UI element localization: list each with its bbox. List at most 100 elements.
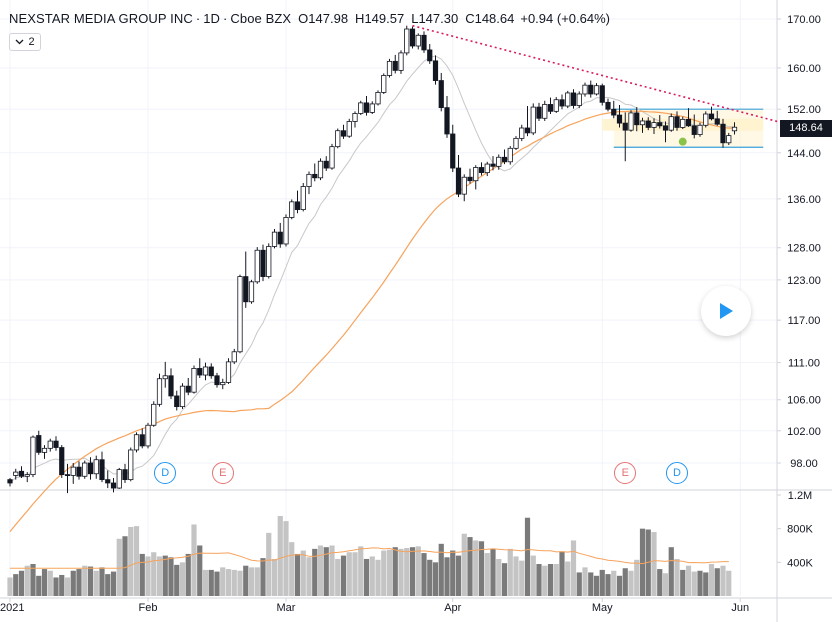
volume-bar [565,561,571,596]
time-tick-label: Apr [444,602,461,614]
volume-bar [714,568,720,596]
volume-bar [392,547,398,596]
volume-bar [105,574,111,596]
volume-bar [381,550,387,596]
candle-body [82,462,88,477]
volume-bar [358,546,364,596]
volume-bar [726,570,732,596]
volume-bar [444,557,450,596]
volume-bar [559,551,565,596]
volume-bar [611,570,617,596]
candle-body [306,173,312,187]
high-label: H [355,10,365,26]
time-tick-label: Feb [139,602,158,614]
candle-body [128,449,134,481]
candle-body [565,92,571,107]
volume-bar [427,559,433,596]
candle-body [628,112,634,131]
candle-body [570,92,577,106]
volume-bar [461,533,467,596]
open-value: 147.98 [308,10,349,26]
volume-bar [674,558,680,596]
candle-body [18,470,25,477]
candle-body [662,125,669,131]
volume-bar [513,556,519,596]
close-value: 148.64 [474,10,515,26]
volume-bar [151,552,157,596]
volume-bar [478,541,485,596]
candle-body [53,440,59,448]
candle-body [277,231,283,245]
volume-tick-label: 400K [787,557,813,569]
volume-bar [18,570,25,596]
volume-bar [306,557,312,596]
volume-bar [484,553,490,596]
volume-bar [191,524,197,596]
candle-body [593,85,600,95]
volume-bar [13,574,19,596]
candle-body [542,104,548,119]
volume-bar [685,565,692,596]
volume-bar [542,565,548,596]
candle-body [323,160,329,169]
candle-body [64,474,71,476]
volume-bar [582,567,588,596]
candle-body [329,146,335,169]
volume-bar [110,571,117,596]
volume-bar [634,559,640,596]
chevron-down-icon [15,39,24,45]
volume-bar [99,567,105,596]
candle-body [335,130,341,148]
volume-bar [93,570,99,596]
candle-body [507,147,513,163]
time-tick-label: Jun [731,602,749,614]
candle-body [720,123,726,144]
candle-body [404,28,410,54]
candle-body [685,118,692,127]
chart-header: NEXSTAR MEDIA GROUP INC · 1D · Cboe BZX … [9,8,610,28]
candle-body [691,125,697,135]
earnings-event-badge[interactable]: E [614,462,637,484]
volume-bar [145,556,151,596]
price-tick-label: 106.00 [787,395,821,407]
candle-body [697,124,703,135]
candle-body [668,116,674,131]
candle-body [680,118,686,128]
candle-body [300,186,306,211]
dividend-event-badge[interactable]: D [666,462,688,484]
candle-body [432,60,439,81]
candle-body [714,118,720,125]
candle-body [352,113,358,122]
candle-body [289,201,295,218]
dividend-event-badge[interactable]: D [154,462,177,484]
volume-bar [70,570,76,596]
earnings-event-badge[interactable]: E [211,462,234,484]
axes: 170.00 160.00 152.00 144.00 136.00 128.00 123.… [0,14,821,614]
volume-bar [524,517,531,596]
candle-body [588,84,594,95]
candle-body [444,107,450,135]
volume-bar [599,569,605,596]
volume-bar [628,570,634,596]
candle-body [392,60,398,71]
interval-label: 1D [203,10,221,26]
volume-bar [30,564,36,596]
volume-bar [507,548,513,596]
volume-bar [703,572,709,596]
volume-bar [329,545,335,596]
play-replay-button[interactable] [701,286,751,336]
volume-bars [7,516,732,596]
time-tick-label: 2021 [0,602,24,614]
price-tick-label: 102.00 [787,426,821,438]
candle-body [99,459,105,481]
candle-body [283,217,289,245]
candle-body [110,482,117,489]
open-label: O [298,10,309,26]
collapse-indicators-button[interactable]: 2 [9,33,41,51]
candle-body [496,156,502,167]
separator: · [223,10,228,26]
play-icon [720,303,733,319]
price-tick-label: 111.00 [788,358,820,370]
candle-body [197,368,203,376]
candle-body [13,471,19,476]
